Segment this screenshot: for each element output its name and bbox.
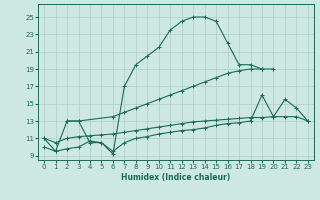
X-axis label: Humidex (Indice chaleur): Humidex (Indice chaleur) <box>121 173 231 182</box>
